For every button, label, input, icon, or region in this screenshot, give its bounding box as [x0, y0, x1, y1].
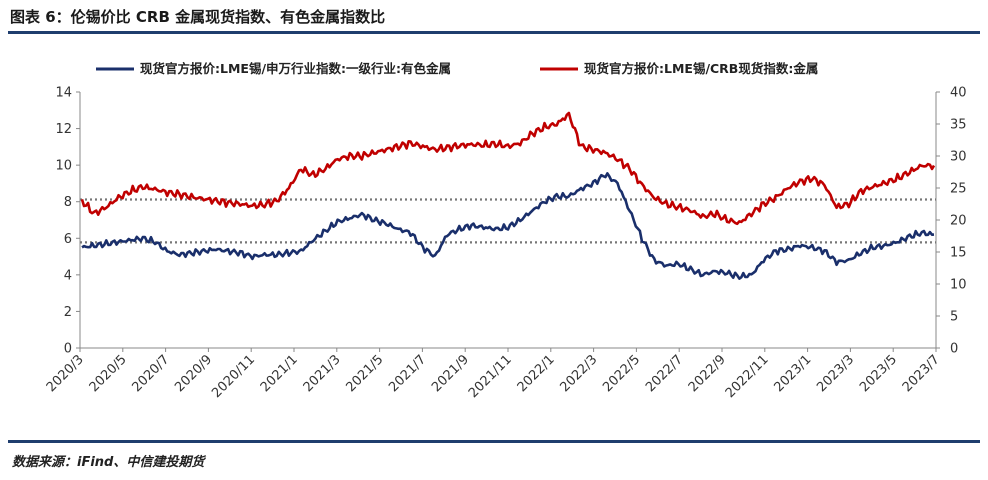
y-left-tick-label: 10	[55, 159, 72, 174]
source-note: 数据来源：iFind、中信建投期货	[12, 455, 205, 470]
x-tick-label: 2020/9	[172, 352, 215, 395]
y-right-tick-label: 15	[950, 246, 967, 261]
series-line-1	[81, 172, 935, 280]
x-tick-label: 2022/11	[723, 352, 772, 401]
x-tick-label: 2020/5	[87, 352, 130, 395]
x-tick-label: 2023/3	[814, 352, 857, 395]
x-tick-label: 2020/3	[44, 352, 87, 395]
y-right-tick-label: 5	[950, 310, 958, 325]
series-lines-group	[80, 111, 936, 280]
y-left-tick-label: 14	[55, 86, 72, 101]
y-right-tick-label: 20	[950, 214, 967, 229]
x-tick-label: 2021/7	[386, 352, 429, 395]
series-line-2	[80, 111, 936, 226]
legend-label-2: 现货官方报价:LME锡/CRB现货指数:金属	[584, 61, 818, 76]
x-tick-label: 2021/5	[343, 352, 386, 395]
x-tick-label: 2020/7	[129, 352, 172, 395]
y-right-tick-label: 0	[950, 342, 958, 357]
y-right-tick-label: 25	[950, 182, 967, 197]
chart-title: 图表 6：伦锡价比 CRB 金属现货指数、有色金属指数比	[10, 8, 386, 26]
x-tick-label: 2023/5	[857, 352, 900, 395]
y-right-tick-label: 40	[950, 86, 967, 101]
x-tick-label: 2021/3	[301, 352, 344, 395]
x-tick-label: 2021/1	[258, 352, 301, 395]
bottom-rule	[8, 440, 980, 443]
y-right-tick-label: 10	[950, 278, 967, 293]
x-tick-label: 2023/7	[900, 352, 943, 395]
x-tick-label: 2022/1	[515, 352, 558, 395]
x-tick-label: 2022/3	[557, 352, 600, 395]
x-tick-label: 2021/9	[429, 352, 472, 395]
y-left-tick-label: 12	[55, 122, 72, 137]
y-left-tick-label: 2	[64, 305, 72, 320]
top-rule	[8, 31, 980, 34]
reference-lines-group	[80, 198, 936, 244]
y-left-tick-label: 0	[64, 342, 72, 357]
x-tick-label: 2021/11	[466, 352, 515, 401]
x-tick-label: 2022/9	[686, 352, 729, 395]
x-tick-label: 2020/11	[209, 352, 258, 401]
y-left-tick-label: 4	[64, 268, 72, 283]
y-right-tick-label: 35	[950, 118, 967, 133]
x-tick-label: 2022/5	[600, 352, 643, 395]
x-tick-label: 2022/7	[643, 352, 686, 395]
y-left-tick-label: 6	[64, 232, 72, 247]
y-right-tick-label: 30	[950, 150, 967, 165]
y-left-tick-label: 8	[64, 195, 72, 210]
x-tick-label: 2023/1	[771, 352, 814, 395]
legend-label-1: 现货官方报价:LME锡/申万行业指数:一级行业:有色金属	[140, 61, 451, 76]
legend: 现货官方报价:LME锡/申万行业指数:一级行业:有色金属 现货官方报价:LME锡/…	[96, 61, 818, 76]
